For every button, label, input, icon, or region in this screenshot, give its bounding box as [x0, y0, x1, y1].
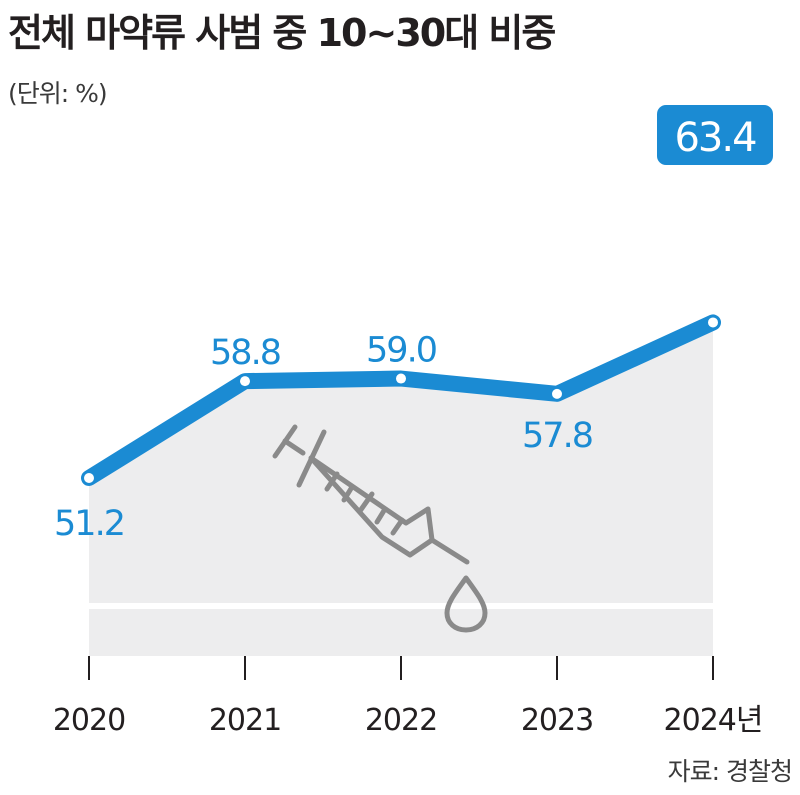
data-point: [84, 473, 94, 483]
drop-icon: [444, 575, 488, 633]
source-label: 자료: 경찰청: [667, 757, 793, 786]
unit-label: (단위: %): [8, 79, 108, 108]
highlight-badge: [657, 105, 773, 165]
data-label: 58.8: [210, 333, 280, 373]
syringe-icon: [272, 424, 470, 565]
data-label: 57.8: [522, 416, 592, 456]
data-point: [240, 376, 250, 387]
chart-title: 전체 마약류 사범 중 10~30대 비중: [8, 11, 556, 55]
x-tick-label: 2021: [209, 703, 281, 738]
x-tick-label: 2023: [521, 703, 593, 738]
data-label: 59.0: [366, 331, 436, 371]
area-fill: [89, 322, 713, 656]
x-tick-label: 2024년: [664, 703, 763, 738]
data-point: [552, 388, 562, 399]
x-tick-label: 2022: [365, 703, 437, 738]
data-point: [708, 317, 718, 328]
data-label: 63.4: [674, 115, 756, 161]
data-label: 51.2: [54, 504, 124, 544]
x-tick-label: 2020: [53, 703, 125, 738]
data-point: [396, 373, 406, 384]
